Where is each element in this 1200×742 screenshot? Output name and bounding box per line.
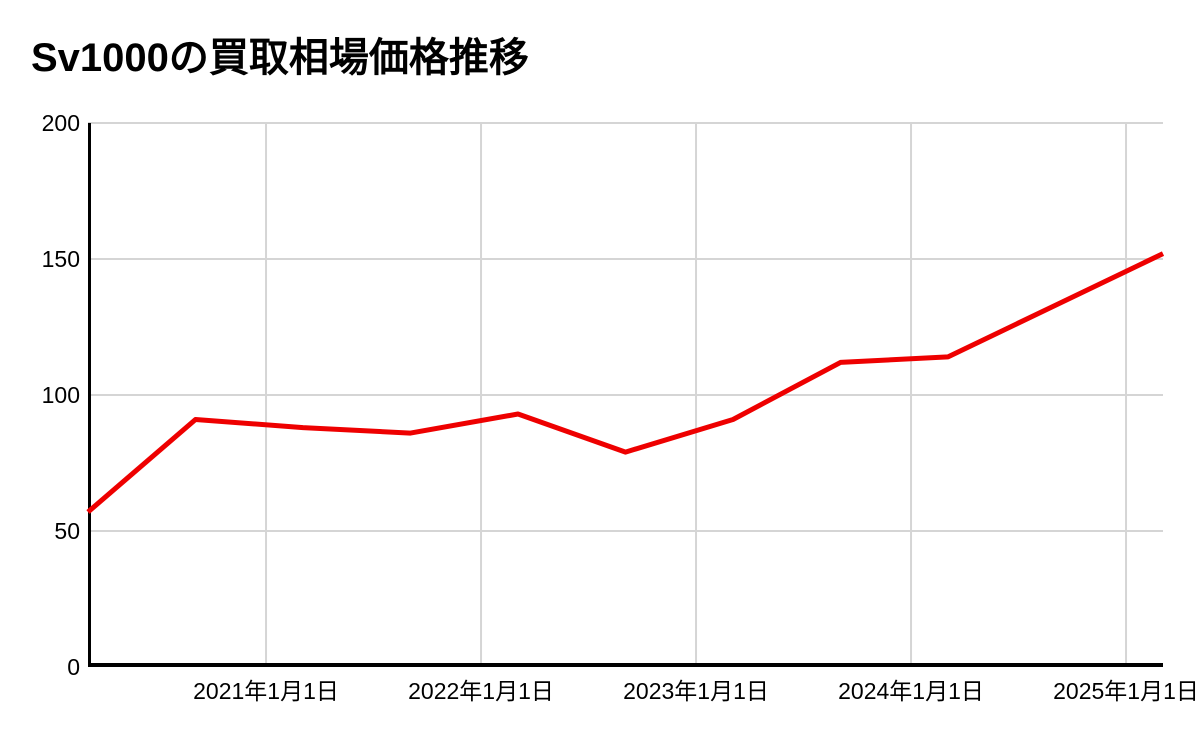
x-tick-label: 2021年1月1日 xyxy=(193,678,339,704)
plot-area xyxy=(86,122,1165,667)
y-tick-label: 50 xyxy=(54,518,80,544)
y-tick-label: 100 xyxy=(41,382,80,408)
x-tick-label: 2024年1月1日 xyxy=(838,678,984,704)
y-tick-label: 200 xyxy=(41,110,80,136)
y-tick-label: 0 xyxy=(67,654,80,680)
x-tick-label: 2023年1月1日 xyxy=(623,678,769,704)
chart-title: Sv1000の買取相場価格推移 xyxy=(31,36,529,80)
price-line xyxy=(86,251,1165,514)
x-tick-label: 2025年1月1日 xyxy=(1053,678,1199,704)
x-tick-label: 2022年1月1日 xyxy=(408,678,554,704)
y-tick-label: 150 xyxy=(41,246,80,272)
line-chart-svg xyxy=(86,122,1165,667)
